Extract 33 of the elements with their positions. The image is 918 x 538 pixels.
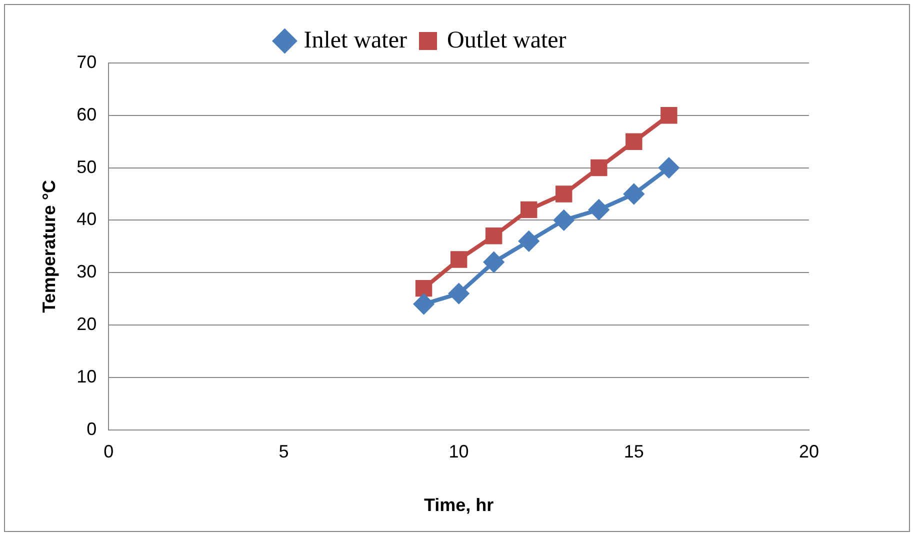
y-tick-label: 50: [76, 156, 97, 177]
point: [588, 200, 609, 220]
point: [450, 251, 468, 268]
point: [485, 228, 502, 244]
point: [414, 294, 434, 314]
x-tick-label: 20: [798, 442, 820, 462]
point: [658, 158, 679, 178]
y-axis-title: Temperature °C: [38, 180, 59, 313]
point: [448, 284, 469, 304]
point: [518, 231, 539, 252]
y-tick-label: 10: [76, 366, 97, 386]
point: [415, 280, 432, 297]
point: [660, 107, 678, 124]
y-tick-label: 70: [76, 52, 97, 72]
y-tick-label: 0: [86, 418, 97, 439]
x-tick-label: 0: [104, 442, 114, 462]
x-tick-label: 10: [448, 442, 469, 462]
point: [554, 210, 574, 230]
point: [626, 133, 642, 150]
x-tick-label: 5: [278, 442, 289, 462]
y-tick-label: 20: [76, 314, 97, 334]
point: [624, 184, 644, 204]
legend-label: Inlet water: [304, 27, 408, 54]
point: [484, 252, 504, 272]
x-tick-label: 15: [624, 442, 644, 462]
y-tick-label: 30: [76, 262, 97, 282]
point: [590, 159, 608, 176]
x-axis-title: Time, hr: [424, 495, 494, 516]
point: [556, 186, 572, 202]
y-tick-label: 60: [76, 104, 97, 124]
point: [520, 201, 538, 218]
legend-label: Outlet water: [446, 27, 566, 54]
y-tick-label: 40: [76, 209, 97, 230]
